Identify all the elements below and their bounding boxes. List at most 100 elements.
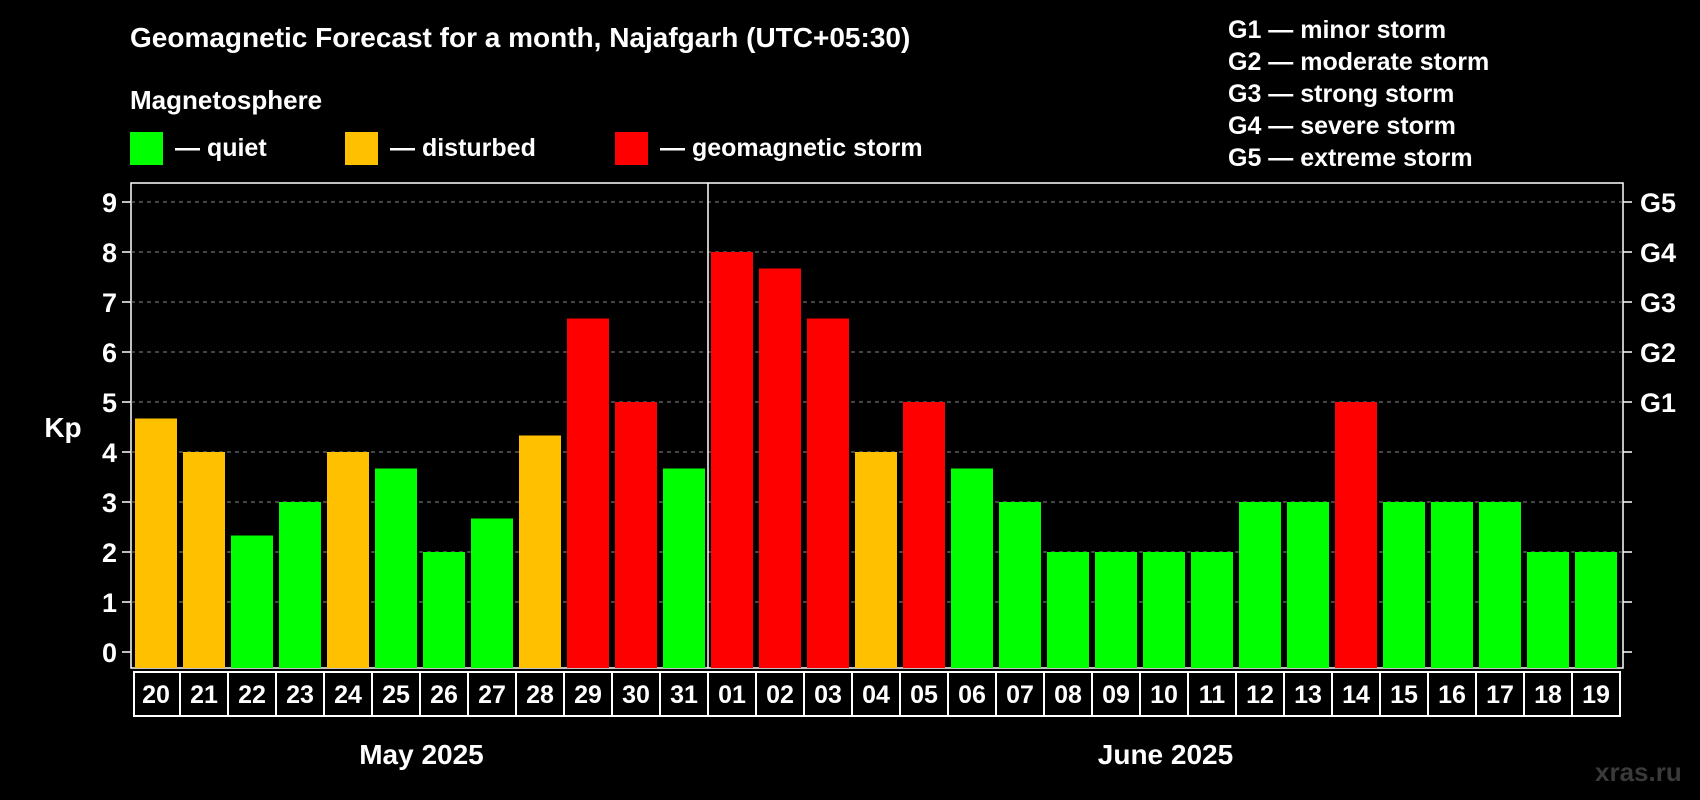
date-label: 17	[1486, 681, 1514, 709]
chart-title: Geomagnetic Forecast for a month, Najafg…	[130, 22, 911, 53]
bar	[327, 452, 369, 668]
bar	[375, 468, 417, 668]
legend-disturbed-label: — disturbed	[390, 134, 536, 162]
date-label: 29	[574, 681, 602, 709]
storm-scale-g2: G2 — moderate storm	[1228, 48, 1490, 76]
y-tick-label: 7	[102, 288, 117, 318]
date-box-frame	[133, 671, 1621, 717]
bar	[231, 535, 273, 668]
y-tick-label: 6	[102, 338, 117, 368]
bar	[1287, 502, 1329, 668]
bar	[663, 468, 705, 668]
bar	[471, 518, 513, 668]
watermark: xras.ru	[1595, 757, 1682, 787]
date-label: 27	[478, 681, 506, 709]
date-label: 02	[766, 681, 794, 709]
g-level-label: G2	[1640, 338, 1676, 368]
legend-disturbed-swatch	[345, 132, 378, 165]
date-label: 11	[1199, 681, 1226, 709]
storm-scale-g3: G3 — strong storm	[1228, 80, 1455, 108]
y-tick-label: 2	[102, 538, 117, 568]
date-label: 20	[142, 681, 170, 709]
date-label: 09	[1102, 681, 1130, 709]
date-label: 30	[622, 681, 650, 709]
date-label: 10	[1150, 681, 1178, 709]
date-label: 06	[958, 681, 986, 709]
bar	[1143, 552, 1185, 668]
bar	[1431, 502, 1473, 668]
date-label: 22	[238, 681, 266, 709]
date-label: 24	[334, 681, 362, 709]
date-label: 03	[814, 681, 842, 709]
y-tick-label: 4	[102, 438, 117, 468]
date-label: 16	[1438, 681, 1466, 709]
bar	[1335, 402, 1377, 668]
bar	[567, 318, 609, 668]
legend-storm: — geomagnetic storm	[615, 132, 923, 165]
date-label: 01	[718, 681, 746, 709]
y-tick-label: 0	[102, 638, 117, 668]
date-label: 18	[1534, 681, 1562, 709]
date-label: 05	[910, 681, 938, 709]
date-label: 12	[1246, 681, 1274, 709]
bar	[279, 502, 321, 668]
legend-storm-label: — geomagnetic storm	[660, 134, 923, 162]
bar	[519, 435, 561, 668]
storm-scale-g1: G1 — minor storm	[1228, 16, 1447, 44]
chart-subtitle: Magnetosphere	[130, 85, 323, 115]
storm-scale-list: G1 — minor storm G2 — moderate storm G3 …	[1228, 14, 1489, 174]
g-level-label: G1	[1640, 388, 1676, 418]
bar	[951, 468, 993, 668]
legend-quiet-swatch	[130, 132, 163, 165]
bar	[1575, 552, 1617, 668]
y-tick-label: 8	[102, 238, 117, 268]
y-tick-label: 1	[102, 588, 117, 618]
date-label: 31	[670, 681, 698, 709]
g-level-label: G4	[1640, 238, 1676, 268]
date-label: 21	[190, 681, 218, 709]
bar	[135, 418, 177, 668]
y-axis-label: Kp	[44, 412, 81, 443]
y-tick-label: 3	[102, 488, 117, 518]
month-label-may: May 2025	[359, 739, 484, 770]
bar	[1095, 552, 1137, 668]
legend-quiet-label: — quiet	[175, 134, 267, 162]
bar	[1239, 502, 1281, 668]
y-tick-label: 9	[102, 188, 117, 218]
legend-disturbed: — disturbed	[345, 132, 536, 165]
date-label: 04	[862, 681, 890, 709]
bar	[423, 552, 465, 668]
date-label: 19	[1582, 681, 1610, 709]
legend-quiet: — quiet	[130, 132, 267, 165]
y-tick-label: 5	[102, 388, 117, 418]
storm-scale-g5: G5 — extreme storm	[1228, 144, 1473, 172]
date-label: 15	[1390, 681, 1418, 709]
date-label: 25	[382, 681, 410, 709]
bar	[615, 402, 657, 668]
date-label: 28	[526, 681, 554, 709]
bar	[1479, 502, 1521, 668]
legend-storm-swatch	[615, 132, 648, 165]
date-label: 07	[1006, 681, 1034, 709]
date-label: 13	[1294, 681, 1322, 709]
bar	[999, 502, 1041, 668]
g-level-label: G3	[1640, 288, 1676, 318]
bar	[183, 452, 225, 668]
bar	[1383, 502, 1425, 668]
bar	[855, 452, 897, 668]
storm-scale-g4: G4 — severe storm	[1228, 112, 1456, 140]
bar	[1047, 552, 1089, 668]
bar	[1191, 552, 1233, 668]
bar	[807, 318, 849, 668]
date-label: 08	[1054, 681, 1082, 709]
bar	[711, 252, 753, 668]
bar	[903, 402, 945, 668]
date-label: 26	[430, 681, 458, 709]
g-level-label: G5	[1640, 188, 1676, 218]
date-label: 14	[1342, 681, 1370, 709]
bar	[759, 268, 801, 668]
date-label: 23	[286, 681, 314, 709]
month-label-june: June 2025	[1098, 739, 1233, 770]
bar	[1527, 552, 1569, 668]
